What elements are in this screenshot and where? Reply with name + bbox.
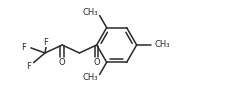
- Text: O: O: [93, 58, 99, 68]
- Text: CH₃: CH₃: [154, 40, 169, 49]
- Text: F: F: [25, 62, 30, 71]
- Text: CH₃: CH₃: [82, 8, 97, 17]
- Text: F: F: [21, 43, 26, 52]
- Text: F: F: [43, 38, 48, 47]
- Text: CH₃: CH₃: [82, 73, 97, 82]
- Text: O: O: [59, 58, 65, 68]
